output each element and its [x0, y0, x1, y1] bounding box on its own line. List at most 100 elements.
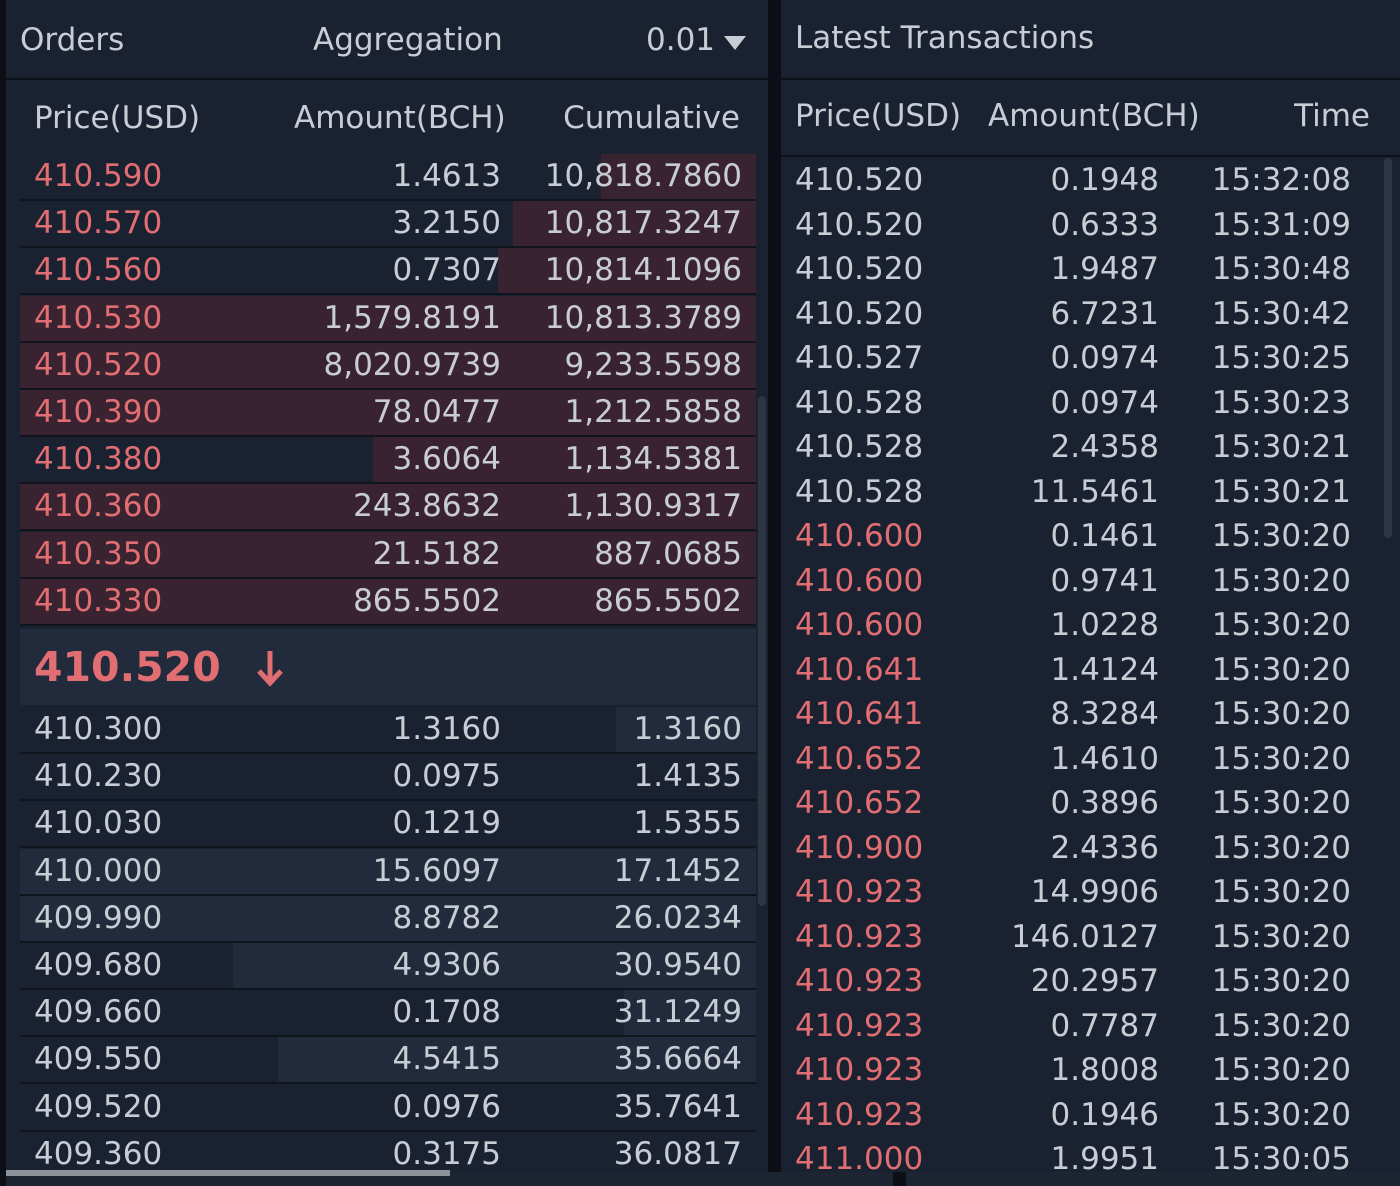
depth-bar	[20, 895, 756, 941]
transaction-row[interactable]: 410.923 1.8008 15:30:20	[781, 1048, 1381, 1092]
horizontal-scroll-track-right[interactable]	[906, 1172, 1400, 1186]
transaction-row[interactable]: 410.600 1.0228 15:30:20	[781, 603, 1381, 647]
ask-row[interactable]: 410.520 8,020.9739 9,233.5598	[20, 342, 756, 390]
bid-row[interactable]: 410.030 0.1219 1.5355	[20, 801, 756, 849]
bid-row[interactable]: 409.360 0.3175 36.0817	[20, 1132, 756, 1172]
order-price: 409.680	[34, 947, 163, 983]
tx-price: 410.652	[795, 785, 924, 821]
tx-amount: 1.4610	[1050, 740, 1159, 777]
transaction-row[interactable]: 410.520 6.7231 15:30:42	[781, 292, 1381, 336]
ask-row[interactable]: 410.590 1.4613 10,818.7860	[20, 154, 756, 201]
ask-row[interactable]: 410.560 0.7307 10,814.1096	[20, 248, 756, 296]
ask-row[interactable]: 410.330 865.5502 865.5502	[20, 578, 756, 626]
ask-row[interactable]: 410.570 3.2150 10,817.3247	[20, 201, 756, 249]
transaction-row[interactable]: 410.528 2.4358 15:30:21	[781, 425, 1381, 469]
transaction-row[interactable]: 410.520 0.6333 15:31:09	[781, 203, 1381, 247]
bid-row[interactable]: 410.000 15.6097 17.1452	[20, 848, 756, 896]
transaction-row[interactable]: 410.923 20.2957 15:30:20	[781, 959, 1381, 1003]
transaction-row[interactable]: 410.900 2.4336 15:30:20	[781, 826, 1381, 870]
tx-time: 15:30:20	[1211, 829, 1351, 866]
order-price: 410.000	[34, 852, 163, 889]
order-price: 410.570	[34, 205, 163, 242]
transaction-row[interactable]: 410.923 0.7787 15:30:20	[781, 1004, 1381, 1048]
transaction-row[interactable]: 410.652 1.4610 15:30:20	[781, 737, 1381, 781]
order-cumulative: 17.1452	[613, 852, 742, 889]
tx-amount: 0.1948	[1050, 162, 1159, 198]
order-cumulative: 26.0234	[613, 899, 742, 936]
depth-bar	[20, 531, 756, 577]
transaction-row[interactable]: 410.520 1.9487 15:30:48	[781, 247, 1381, 291]
bid-row[interactable]: 409.990 8.8782 26.0234	[20, 895, 756, 943]
tx-col-time: Time	[1294, 98, 1370, 134]
transactions-scrollbar[interactable]	[1384, 158, 1392, 538]
depth-bar	[623, 990, 756, 1036]
tx-price: 410.923	[795, 1096, 924, 1133]
transaction-row[interactable]: 410.641 8.3284 15:30:20	[781, 692, 1381, 736]
transaction-row[interactable]: 410.641 1.4124 15:30:20	[781, 648, 1381, 692]
horizontal-scroll-thumb[interactable]	[6, 1170, 450, 1176]
transaction-row[interactable]: 410.600 0.1461 15:30:20	[781, 514, 1381, 558]
order-cumulative: 9,233.5598	[564, 346, 743, 383]
bid-row[interactable]: 410.230 0.0975 1.4135	[20, 754, 756, 802]
transaction-row[interactable]: 411.000 1.9951 15:30:05	[781, 1137, 1381, 1172]
tx-time: 15:30:20	[1211, 740, 1351, 777]
tx-time: 15:31:09	[1211, 206, 1351, 243]
transaction-row[interactable]: 410.923 146.0127 15:30:20	[781, 915, 1381, 959]
tx-price: 410.520	[795, 251, 924, 287]
bid-row[interactable]: 410.300 1.3160 1.3160	[20, 707, 756, 754]
tx-price: 410.600	[795, 607, 924, 643]
ask-row[interactable]: 410.360 243.8632 1,130.9317	[20, 484, 756, 532]
tx-price: 410.923	[795, 1007, 924, 1044]
depth-bar	[373, 437, 756, 483]
arrow-down-icon	[257, 651, 283, 687]
transaction-row[interactable]: 410.652 0.3896 15:30:20	[781, 781, 1381, 825]
orders-title: Orders	[20, 22, 125, 58]
transaction-row[interactable]: 410.528 0.0974 15:30:23	[781, 381, 1381, 425]
ask-row[interactable]: 410.350 21.5182 887.0685	[20, 531, 756, 579]
ask-row[interactable]: 410.390 78.0477 1,212.5858	[20, 390, 756, 437]
tx-time: 15:30:20	[1211, 518, 1351, 554]
tx-amount: 8.3284	[1050, 696, 1159, 732]
transaction-row[interactable]: 410.600 0.9741 15:30:20	[781, 559, 1381, 603]
orders-scrollbar[interactable]	[758, 396, 766, 906]
transactions-column-header: Price(USD) Amount(BCH) Time	[781, 80, 1400, 157]
tx-time: 15:30:20	[1211, 1007, 1351, 1044]
tx-price: 410.600	[795, 518, 924, 554]
order-amount: 1.4613	[392, 158, 501, 194]
order-cumulative: 35.6664	[613, 1041, 742, 1078]
bid-row[interactable]: 409.550 4.5415 35.6664	[20, 1037, 756, 1085]
order-amount: 0.3175	[392, 1135, 501, 1172]
bid-row[interactable]: 409.680 4.9306 30.9540	[20, 943, 756, 990]
tx-price: 410.520	[795, 162, 924, 198]
order-cumulative: 1.4135	[633, 758, 742, 795]
tx-amount: 0.9741	[1050, 562, 1159, 599]
transaction-row[interactable]: 410.923 0.1946 15:30:20	[781, 1093, 1381, 1137]
tx-time: 15:30:25	[1211, 340, 1351, 376]
order-price: 410.590	[34, 158, 163, 194]
aggregation-dropdown[interactable]: 0.01	[642, 22, 752, 62]
order-price: 410.030	[34, 805, 163, 842]
depth-bar	[20, 578, 756, 624]
tx-time: 15:30:21	[1211, 473, 1351, 510]
order-price: 409.990	[34, 899, 163, 936]
order-cumulative: 36.0817	[613, 1135, 742, 1172]
order-price: 410.560	[34, 252, 163, 289]
tx-time: 15:30:20	[1211, 696, 1351, 732]
tx-amount: 0.0974	[1050, 340, 1159, 376]
transaction-row[interactable]: 410.923 14.9906 15:30:20	[781, 870, 1381, 914]
bid-row[interactable]: 409.520 0.0976 35.7641	[20, 1085, 756, 1132]
transaction-row[interactable]: 410.527 0.0974 15:30:25	[781, 336, 1381, 380]
transaction-row[interactable]: 410.520 0.1948 15:32:08	[781, 158, 1381, 202]
transaction-row[interactable]: 410.528 11.5461 15:30:21	[781, 470, 1381, 514]
tx-time: 15:30:20	[1211, 874, 1351, 910]
tx-amount: 1.8008	[1050, 1052, 1159, 1088]
bid-row[interactable]: 409.660 0.1708 31.1249	[20, 990, 756, 1038]
ask-row[interactable]: 410.380 3.6064 1,134.5381	[20, 437, 756, 485]
ask-row[interactable]: 410.530 1,579.8191 10,813.3789	[20, 295, 756, 343]
order-price: 409.360	[34, 1135, 163, 1172]
tx-time: 15:30:20	[1211, 1052, 1351, 1088]
order-cumulative: 1.3160	[633, 711, 742, 747]
depth-bar	[20, 295, 756, 341]
order-price: 409.660	[34, 994, 163, 1031]
depth-bar	[513, 201, 756, 247]
